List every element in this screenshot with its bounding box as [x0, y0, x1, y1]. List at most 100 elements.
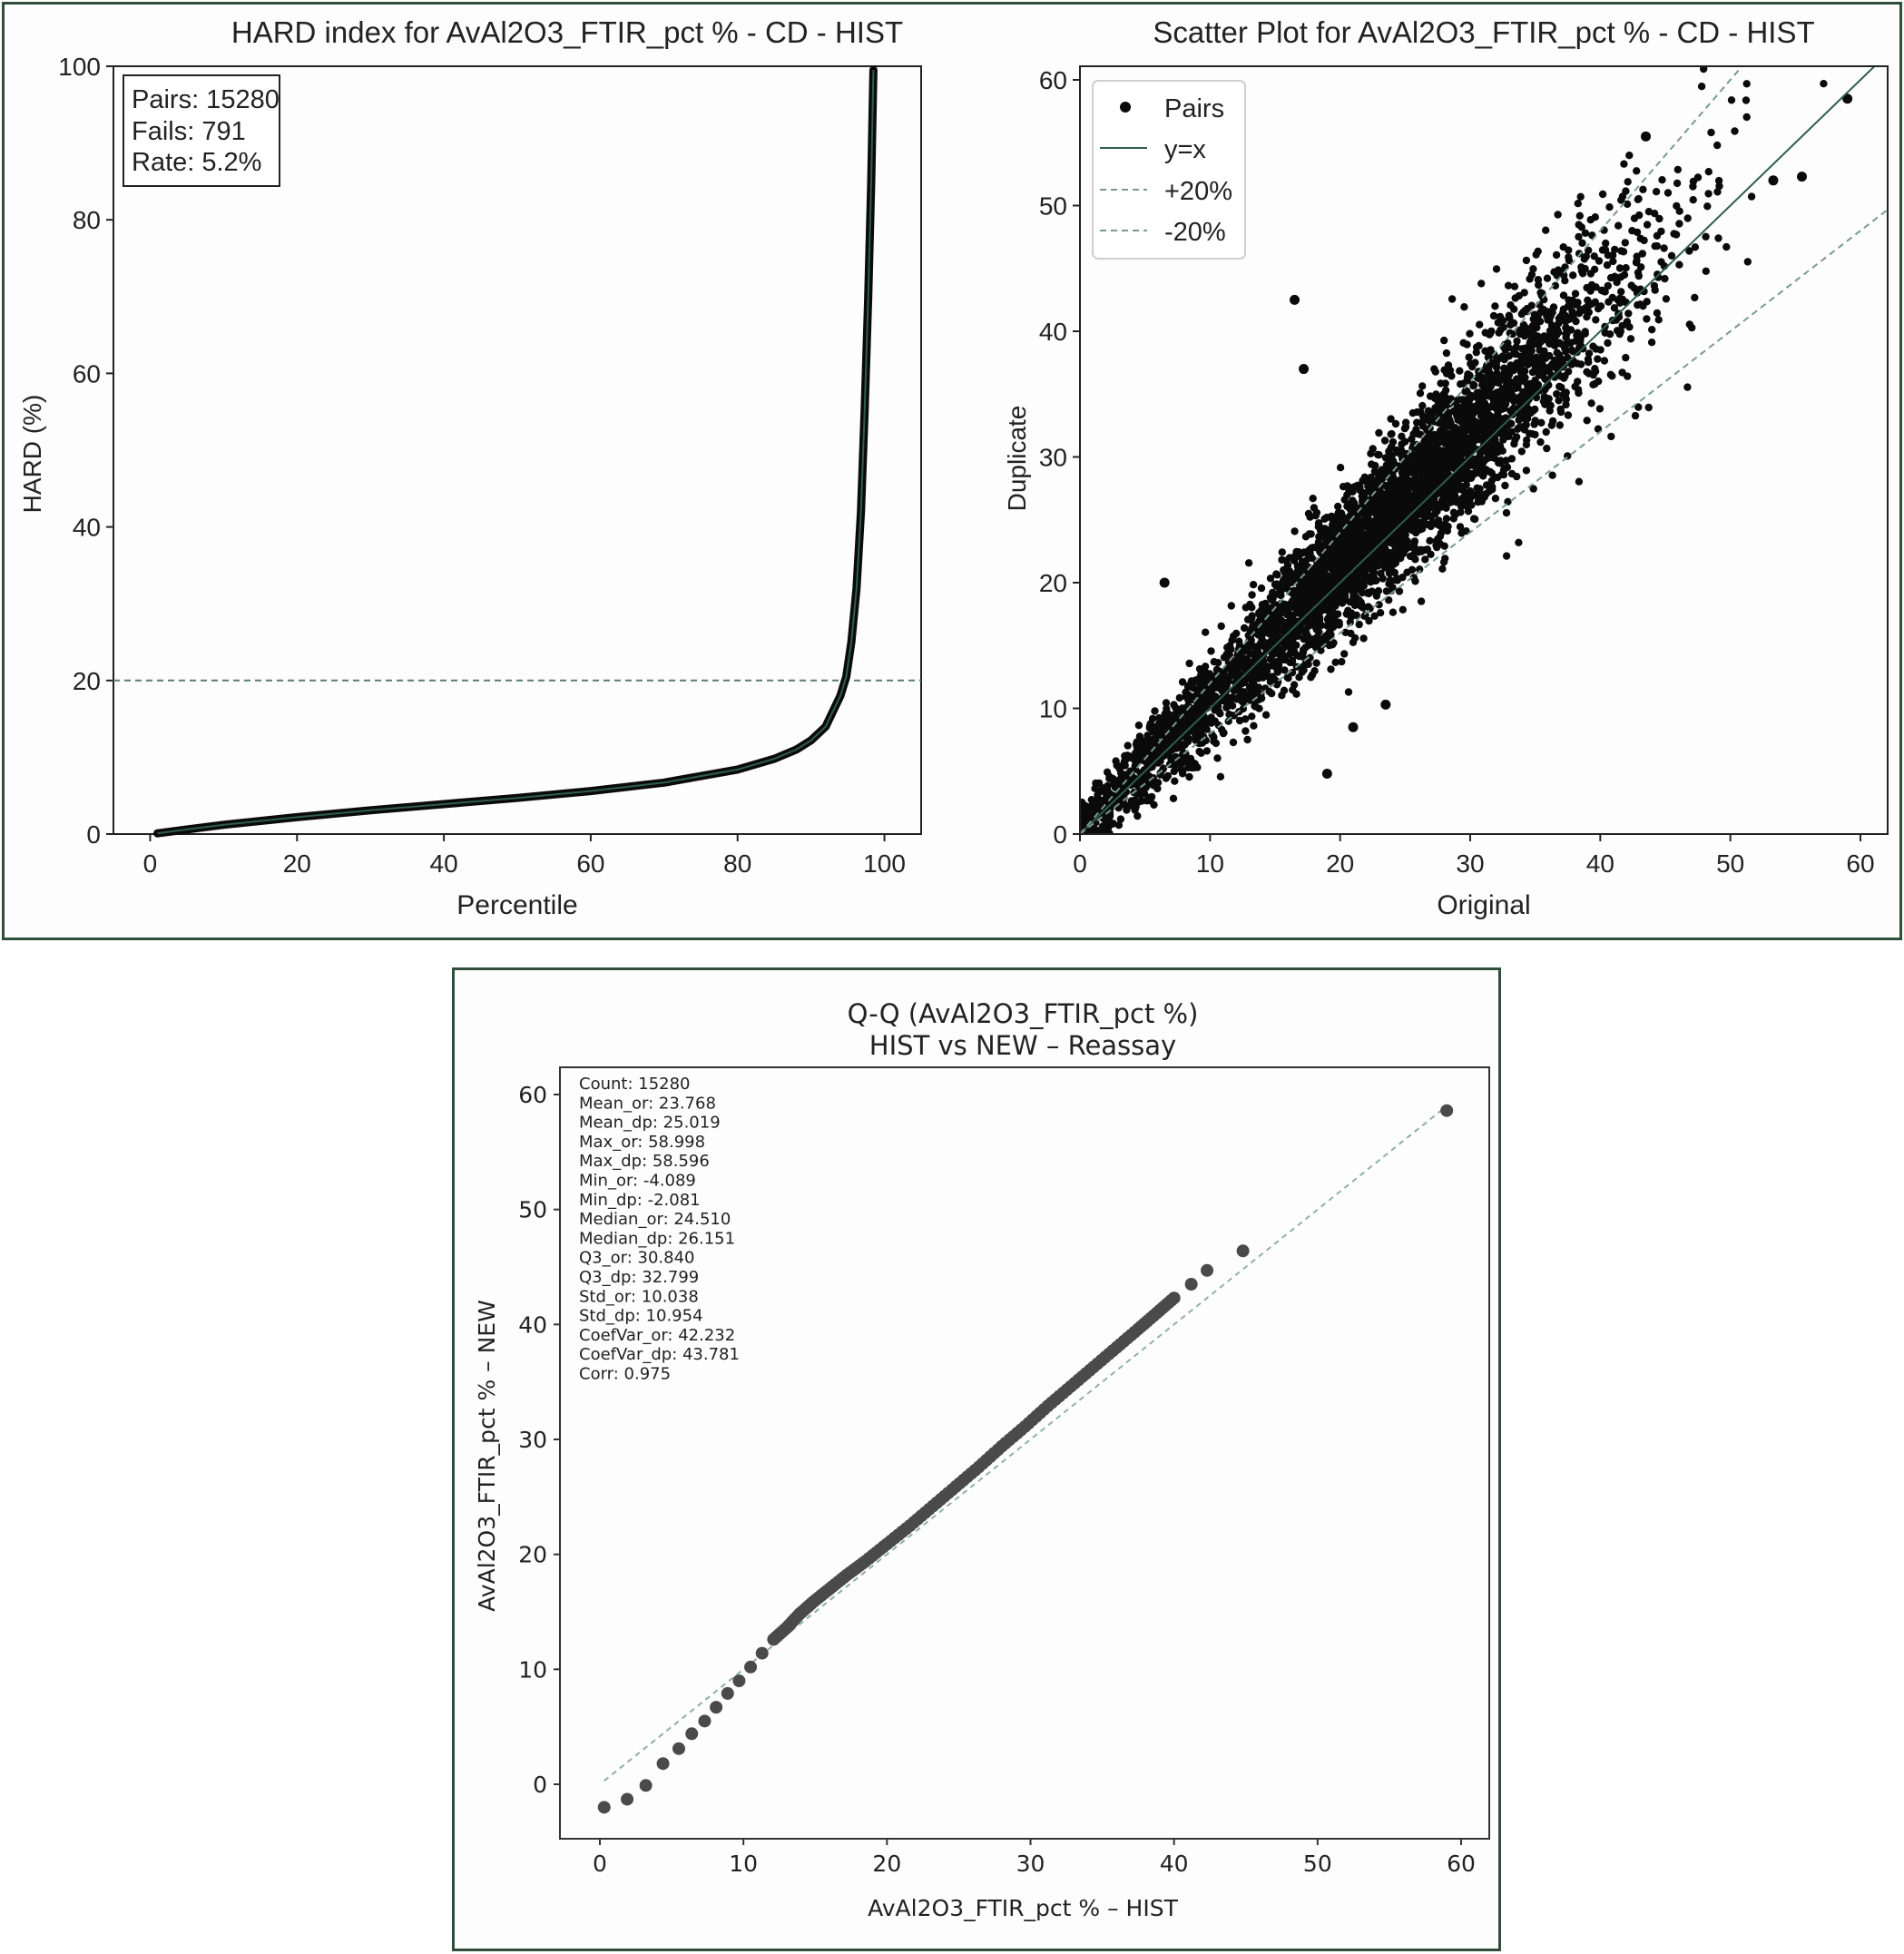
scatter-x-tick-label: 20: [1326, 849, 1354, 878]
scatter-outlier-point: [1842, 93, 1853, 104]
qq-stat-line: CoefVar_or: 42.232: [579, 1326, 735, 1345]
qq-y-tick-label: 60: [518, 1082, 547, 1108]
top-figure-panel: HARD index for AvAl2O3_FTIR_pct % - CD -…: [2, 2, 1902, 940]
scatter-legend-box: [1092, 80, 1246, 260]
hard-y-tick-label: 100: [58, 53, 101, 81]
scatter-outlier-point: [1321, 769, 1332, 780]
scatter-outlier-point: [1348, 722, 1359, 732]
scatter-plus20-line: [1081, 67, 1743, 833]
qq-stat-line: Median_dp: 26.151: [579, 1229, 735, 1248]
scatter-y-tick-label: 0: [1053, 820, 1067, 849]
qq-stat-line: Mean_or: 23.768: [579, 1094, 716, 1113]
hard-x-tick-label: 100: [863, 849, 906, 878]
qq-y-tick-label: 0: [533, 1772, 547, 1798]
qq-stat-line: CoefVar_dp: 43.781: [579, 1345, 740, 1364]
scatter-outlier-point: [1290, 294, 1300, 305]
qq-point: [672, 1742, 685, 1755]
scatter-y-tick-label: 20: [1039, 569, 1067, 597]
scatter-y-tick-label: 40: [1039, 318, 1067, 346]
qq-stat-line: Median_or: 24.510: [579, 1210, 731, 1229]
scatter-y-label: Duplicate: [1003, 406, 1031, 512]
scatter-x-tick-label: 40: [1586, 849, 1614, 878]
qq-point: [656, 1757, 670, 1771]
scatter-outlier-point: [1380, 699, 1391, 710]
hard-y-tick-label: 20: [73, 667, 101, 695]
qq-x-label: AvAl2O3_FTIR_pct % – HIST: [868, 1895, 1178, 1921]
qq-point: [639, 1779, 653, 1792]
qq-x-tick-label: 20: [872, 1851, 901, 1877]
hard-y-axis: 0 20 40 60 80 100: [58, 53, 113, 849]
scatter-pairs-points: [1081, 67, 1853, 833]
qq-point: [732, 1674, 746, 1687]
hard-x-tick-label: 0: [143, 849, 158, 878]
qq-figure-svg: Q-Q (AvAl2O3_FTIR_pct %) HIST vs NEW – R…: [474, 998, 1490, 1921]
hard-index-chart: HARD index for AvAl2O3_FTIR_pct % - CD -…: [18, 15, 922, 920]
qq-chart: Q-Q (AvAl2O3_FTIR_pct %) HIST vs NEW – R…: [474, 998, 1490, 1921]
qq-stat-line: Min_dp: -2.081: [579, 1191, 701, 1210]
hard-x-axis: 0 20 40 60 80 100: [143, 834, 906, 878]
qq-point: [755, 1646, 769, 1660]
scatter-y-tick-label: 60: [1039, 66, 1067, 94]
qq-y-tick-label: 10: [518, 1656, 547, 1683]
qq-point: [1201, 1263, 1214, 1277]
qq-point: [597, 1801, 611, 1814]
hard-stats-fails: Fails: 791: [132, 117, 246, 146]
qq-point: [721, 1686, 734, 1700]
scatter-x-tick-label: 60: [1846, 849, 1874, 878]
qq-point: [710, 1701, 723, 1714]
qq-point: [1236, 1244, 1250, 1258]
legend-yx-label: y=x: [1164, 135, 1206, 164]
qq-stat-line: Min_or: -4.089: [579, 1172, 696, 1191]
hard-stats-pairs: Pairs: 15280: [132, 85, 280, 114]
scatter-minus20-line: [1081, 209, 1887, 833]
qq-point: [685, 1727, 699, 1741]
hard-x-tick-label: 80: [723, 849, 751, 878]
qq-quantile-points: [597, 1104, 1454, 1814]
hard-y-tick-label: 0: [86, 820, 101, 849]
scatter-legend: Pairs y=x +20% -20%: [1092, 80, 1246, 260]
scatter-outlier-point: [1797, 172, 1807, 182]
qq-title-line1: Q-Q (AvAl2O3_FTIR_pct %): [848, 998, 1199, 1029]
scatter-y-tick-label: 50: [1039, 192, 1067, 221]
qq-y-tick-label: 40: [518, 1311, 547, 1338]
qq-point: [698, 1714, 712, 1728]
scatter-outlier-point: [1641, 131, 1651, 142]
hard-x-label: Percentile: [456, 890, 577, 920]
hard-stats-box: [123, 74, 280, 187]
qq-stat-line: Corr: 0.975: [579, 1365, 671, 1384]
scatter-chart: Scatter Plot for AvAl2O3_FTIR_pct % - CD…: [1003, 15, 1889, 920]
qq-figure-panel: Q-Q (AvAl2O3_FTIR_pct %) HIST vs NEW – R…: [452, 967, 1501, 1951]
scatter-outlier-point: [1299, 364, 1310, 375]
qq-point: [1440, 1104, 1454, 1117]
qq-x-tick-label: 0: [593, 1851, 607, 1877]
qq-y-tick-label: 20: [518, 1542, 547, 1568]
legend-plus20-label: +20%: [1164, 177, 1232, 206]
legend-pairs-marker: [1120, 102, 1131, 113]
scatter-x-tick-label: 10: [1196, 849, 1224, 878]
qq-stat-line: Q3_dp: 32.799: [579, 1268, 699, 1287]
scatter-chart-title: Scatter Plot for AvAl2O3_FTIR_pct % - CD…: [1153, 15, 1814, 49]
hard-x-tick-label: 40: [430, 849, 458, 878]
hard-y-tick-label: 80: [73, 206, 101, 234]
qq-y-tick-label: 50: [518, 1197, 547, 1223]
qq-stat-line: Q3_or: 30.840: [579, 1249, 695, 1268]
hard-y-tick-label: 60: [73, 359, 101, 388]
scatter-x-tick-label: 30: [1456, 849, 1484, 878]
qq-x-axis: 0 10 20 30 40 50 60: [593, 1839, 1476, 1877]
hard-plot-area: [113, 65, 922, 835]
qq-y-axis: 0 10 20 30 40 50 60: [518, 1082, 560, 1798]
hard-chart-title: HARD index for AvAl2O3_FTIR_pct % - CD -…: [231, 15, 903, 49]
qq-y-tick-label: 30: [518, 1427, 547, 1453]
hard-x-tick-label: 60: [576, 849, 604, 878]
qq-point: [621, 1792, 634, 1806]
hard-x-tick-label: 20: [283, 849, 311, 878]
scatter-y-tick-label: 10: [1039, 695, 1067, 723]
qq-stat-line: Std_or: 10.038: [579, 1287, 699, 1306]
scatter-x-axis: 0 10 20 30 40 50 60: [1073, 834, 1875, 878]
qq-x-tick-label: 40: [1160, 1851, 1189, 1877]
qq-x-tick-label: 10: [729, 1851, 758, 1877]
hard-curve-line: [157, 70, 875, 835]
scatter-y-axis: 0 10 20 30 40 50 60: [1039, 66, 1080, 849]
top-figure-svg: HARD index for AvAl2O3_FTIR_pct % - CD -…: [18, 15, 1889, 920]
